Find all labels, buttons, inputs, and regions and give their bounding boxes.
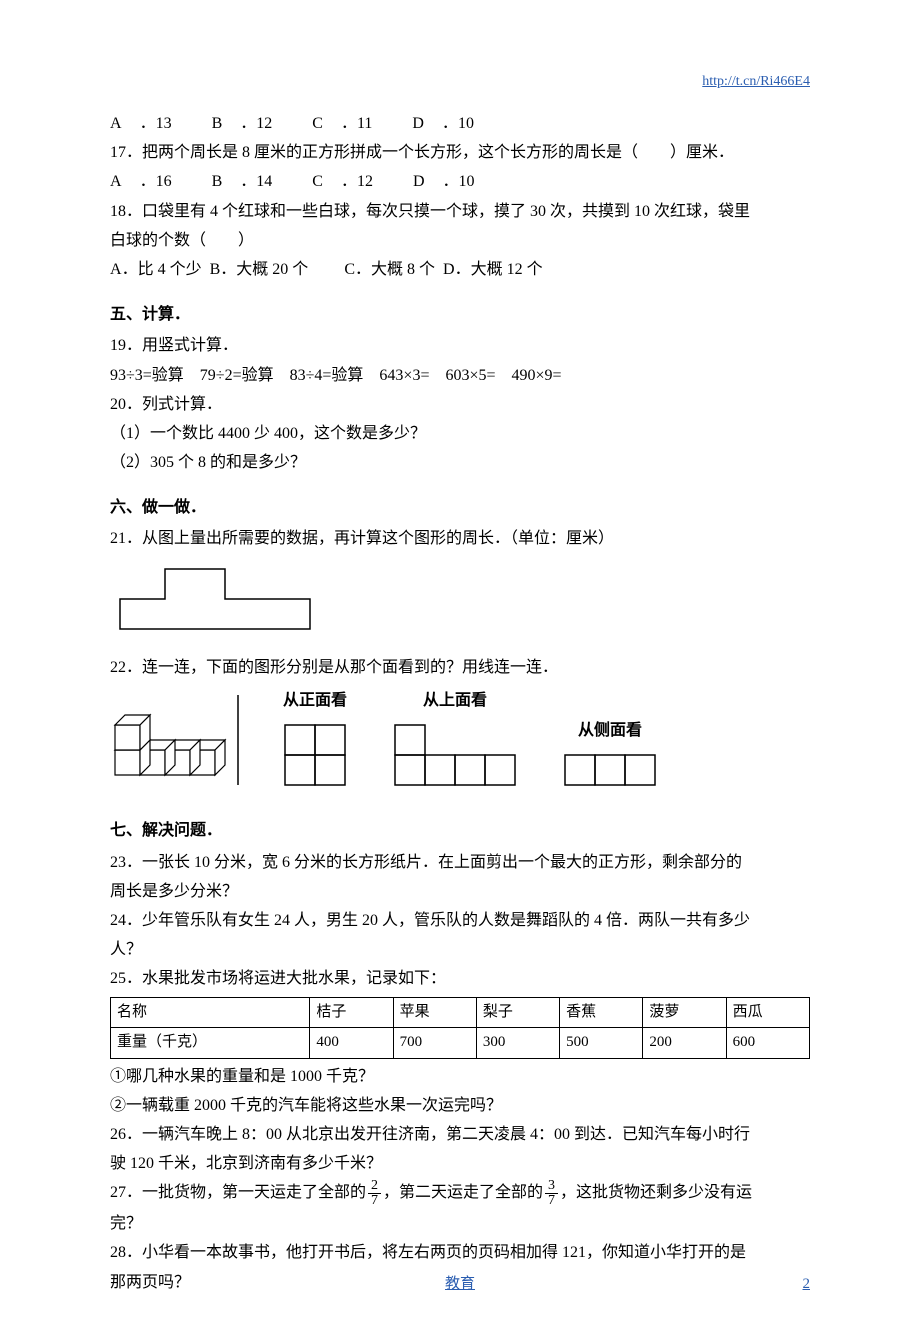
table-cell: 500 — [560, 1028, 643, 1059]
header-link[interactable]: http://t.cn/Ri466E4 — [702, 70, 810, 94]
opt-letter: C — [312, 173, 323, 190]
q17-answers: A．16 B．14 C．12 D．10 — [110, 168, 810, 195]
fruit-table: 名称桔子苹果梨子香蕉菠萝西瓜 重量（千克）400700300500200600 — [110, 997, 810, 1059]
fraction: 27 — [368, 1179, 381, 1208]
q22-3d — [110, 690, 240, 799]
opt-letter: D — [412, 115, 424, 132]
opt-letter: C — [312, 115, 323, 132]
q22-front: 从正面看 — [280, 687, 350, 799]
opt-val: 12 — [357, 173, 373, 190]
q27-pre: 27．一批货物，第一天运走了全部的 — [110, 1184, 366, 1201]
label-top: 从上面看 — [390, 687, 520, 714]
label-front: 从正面看 — [280, 687, 350, 714]
opt-letter: B — [212, 173, 223, 190]
q18-answers: A．比 4 个少 B．大概 20 个 C．大概 8 个 D．大概 12 个 — [110, 256, 810, 283]
opt-val: 11 — [357, 115, 372, 132]
table-cell: 400 — [310, 1028, 393, 1059]
section5-title: 五、计算． — [110, 301, 810, 328]
q27-l2: 完？ — [110, 1210, 810, 1237]
fraction: 37 — [545, 1179, 558, 1208]
opt-letter: A — [110, 115, 122, 132]
q25-p2: ②一辆载重 2000 千克的汽车能将这些水果一次运完吗？ — [110, 1092, 810, 1119]
q25-label: 25．水果批发市场将运进大批水果，记录如下： — [110, 965, 810, 992]
opt-val: 14 — [256, 173, 272, 190]
opt-val: 12 — [256, 115, 272, 132]
q23-l2: 周长是多少分米？ — [110, 878, 810, 905]
q27: 27．一批货物，第一天运走了全部的27，第二天运走了全部的37，这批货物还剩多少… — [110, 1179, 810, 1208]
q18-line1: 18．口袋里有 4 个红球和一些白球，每次只摸一个球，摸了 30 次，共摸到 1… — [110, 198, 810, 225]
q22-figure: 从正面看 从上面看 从侧面看 — [110, 687, 810, 799]
page-number: 2 — [803, 1272, 811, 1298]
opt-val: 10 — [459, 173, 475, 190]
q22-side: 从侧面看 — [560, 717, 660, 799]
q22-top: 从上面看 — [390, 687, 520, 799]
q27-mid: ，第二天运走了全部的 — [383, 1184, 543, 1201]
section7-title: 七、解决问题． — [110, 817, 810, 844]
label-side: 从侧面看 — [560, 717, 660, 744]
q26-l2: 驶 120 千米，北京到济南有多少千米？ — [110, 1150, 810, 1177]
opt-letter: D — [443, 261, 455, 278]
table-header-cell: 香蕉 — [560, 997, 643, 1028]
opt-val: 10 — [458, 115, 474, 132]
table-cell: 200 — [643, 1028, 726, 1059]
opt-val: 大概 12 个 — [471, 261, 543, 278]
opt-val: 13 — [156, 115, 172, 132]
q27-post: ，这批货物还剩多少没有运 — [560, 1184, 752, 1201]
table-header-cell: 梨子 — [476, 997, 559, 1028]
q26-l1: 26．一辆汽车晚上 8：00 从北京出发开往济南，第二天凌晨 4：00 到达．已… — [110, 1121, 810, 1148]
q28-l1: 28．小华看一本故事书，他打开书后，将左右两页的页码相加得 121，你知道小华打… — [110, 1239, 810, 1266]
table-header-cell: 菠萝 — [643, 997, 726, 1028]
opt-letter: B — [212, 115, 223, 132]
q19-label: 19．用竖式计算． — [110, 332, 810, 359]
footer-link[interactable]: 教育 — [445, 1276, 475, 1292]
q23-l1: 23．一张长 10 分米，宽 6 分米的长方形纸片．在上面剪出一个最大的正方形，… — [110, 849, 810, 876]
footer: 教育 — [0, 1272, 920, 1298]
q22-text: 22．连一连，下面的图形分别是从那个面看到的？用线连一连． — [110, 654, 810, 681]
opt-letter: B — [210, 261, 221, 278]
table-cell: 300 — [476, 1028, 559, 1059]
opt-letter: C — [344, 261, 355, 278]
table-header-cell: 桔子 — [310, 997, 393, 1028]
table-header-cell: 苹果 — [393, 997, 476, 1028]
q20-p2: （2）305 个 8 的和是多少？ — [110, 449, 810, 476]
table-header-cell: 西瓜 — [726, 997, 809, 1028]
table-cell: 700 — [393, 1028, 476, 1059]
q17-text: 17．把两个周长是 8 厘米的正方形拼成一个长方形，这个长方形的周长是（ ）厘米… — [110, 139, 810, 166]
opt-letter: A — [110, 261, 122, 278]
section6-title: 六、做一做． — [110, 494, 810, 521]
table-header-cell: 名称 — [111, 997, 310, 1028]
opt-val: 大概 20 个 — [236, 261, 308, 278]
q19-exprs: 93÷3=验算 79÷2=验算 83÷4=验算 643×3= 603×5= 49… — [110, 362, 810, 389]
q21-figure — [110, 559, 810, 648]
table-cell: 600 — [726, 1028, 809, 1059]
q20-label: 20．列式计算． — [110, 391, 810, 418]
table-row-label: 重量（千克） — [111, 1028, 310, 1059]
q21-text: 21．从图上量出所需要的数据，再计算这个图形的周长．（单位：厘米） — [110, 525, 810, 552]
q24-l1: 24．少年管乐队有女生 24 人，男生 20 人，管乐队的人数是舞蹈队的 4 倍… — [110, 907, 810, 934]
q24-l2: 人？ — [110, 936, 810, 963]
document-body: A．13 B．12 C．11 D．10 17．把两个周长是 8 厘米的正方形拼成… — [110, 110, 810, 1296]
opt-letter: A — [110, 173, 122, 190]
q25-p1: ①哪几种水果的重量和是 1000 千克？ — [110, 1063, 810, 1090]
q18-line2: 白球的个数（ ） — [110, 227, 810, 254]
q16-answers: A．13 B．12 C．11 D．10 — [110, 110, 810, 137]
opt-val: 比 4 个少 — [138, 261, 202, 278]
opt-letter: D — [413, 173, 425, 190]
q20-p1: （1）一个数比 4400 少 400，这个数是多少？ — [110, 420, 810, 447]
opt-val: 16 — [156, 173, 172, 190]
opt-val: 大概 8 个 — [371, 261, 435, 278]
